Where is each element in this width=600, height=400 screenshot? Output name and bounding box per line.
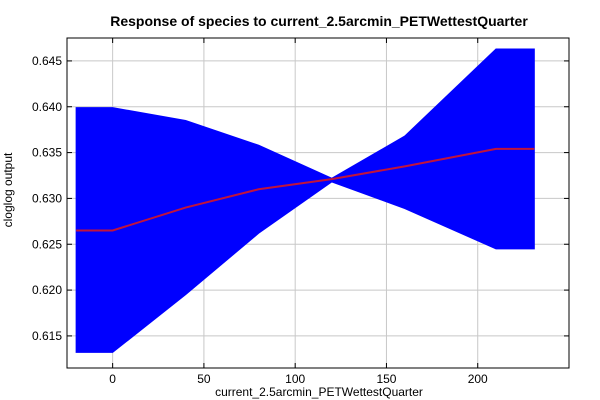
axes: 0 50 100 150 200 0.615 0.620 0.625 0.630 0.635 0.6… [32,37,570,386]
x-tick-label: 200 [468,372,488,386]
x-tick-label: 50 [197,372,211,386]
x-tick-label: 150 [376,372,396,386]
x-tick-label: 100 [285,372,305,386]
y-axis-label: cloglog output [1,152,15,227]
confidence-band [75,48,535,353]
y-tick-label: 0.635 [32,146,62,160]
y-tick-label: 0.645 [32,54,62,68]
y-tick-label: 0.625 [32,237,62,251]
mean-response-line [76,147,535,232]
y-tick-label: 0.615 [32,329,62,343]
y-tick-label: 0.630 [32,191,62,205]
y-tick-label: 0.640 [32,100,62,114]
x-axis-label: current_2.5arcmin_PETWettestQuarter [215,385,423,399]
plot-frame [66,37,570,369]
x-tick-label: 0 [109,372,116,386]
series-layer [75,48,535,353]
chart-title: Response of species to current_2.5arcmin… [110,13,528,29]
y-tick-label: 0.620 [32,283,62,297]
